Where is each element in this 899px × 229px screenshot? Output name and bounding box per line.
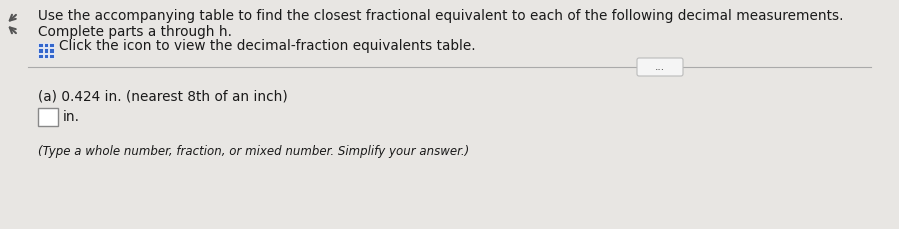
Bar (49, 43, 54, 47)
Bar (44, 43, 49, 47)
Text: Click the icon to view the decimal-fraction equivalents table.: Click the icon to view the decimal-fract… (59, 39, 476, 53)
Text: (a) 0.424 in. (nearest 8th of an inch): (a) 0.424 in. (nearest 8th of an inch) (38, 89, 288, 103)
Text: in.: in. (63, 110, 80, 124)
Bar (38, 43, 42, 47)
Text: ...: ... (655, 62, 665, 72)
FancyBboxPatch shape (38, 108, 58, 126)
FancyBboxPatch shape (637, 58, 683, 76)
Text: Complete parts a through h.: Complete parts a through h. (38, 25, 232, 39)
Bar (38, 54, 42, 58)
Text: (Type a whole number, fraction, or mixed number. Simplify your answer.): (Type a whole number, fraction, or mixed… (38, 145, 469, 158)
Bar (44, 54, 49, 58)
Bar (38, 48, 42, 53)
Bar (49, 54, 54, 58)
Bar (49, 48, 54, 53)
Bar (44, 48, 49, 53)
Text: Use the accompanying table to find the closest fractional equivalent to each of : Use the accompanying table to find the c… (38, 9, 843, 23)
